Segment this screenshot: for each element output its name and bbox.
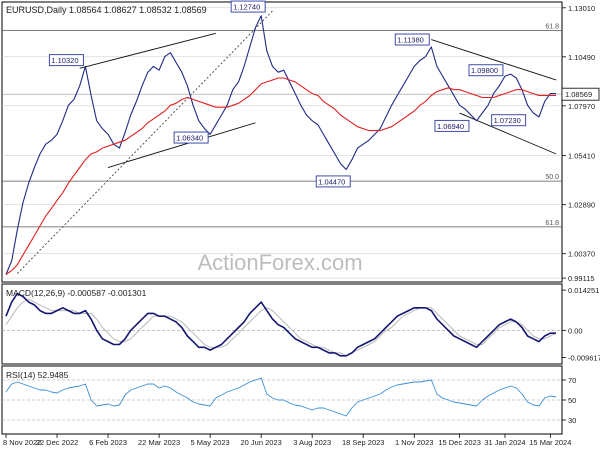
price-callout-label: 1.07230 <box>494 116 521 125</box>
price-callout-box <box>230 0 266 13</box>
price-panel-frame <box>1 1 563 283</box>
price-series-line <box>5 15 556 275</box>
mark-layer: 1.13010 1.10490 1.07970 1.05410 1.02890 1.003… <box>2 0 600 447</box>
price-callout-label: 1.10320 <box>51 56 78 65</box>
current-price-box <box>561 87 600 101</box>
x-axis-tick-label: 20 Jun 2023 <box>241 438 282 447</box>
macd-y-tick-label: 0.014251 <box>568 286 599 295</box>
macd-panel-frame <box>1 283 563 365</box>
fib-level-label: 61.8 <box>545 220 559 227</box>
price-callout-label: 1.11380 <box>397 36 424 45</box>
x-axis-tick-label: 5 May 2023 <box>191 438 230 447</box>
rsi-y-tick-label: 50 <box>568 396 576 405</box>
current-price-label: 1.08569 <box>565 90 592 99</box>
price-callout-label: 1.06340 <box>176 134 203 143</box>
rsi-header: RSI(14) 52.9485 <box>6 370 69 380</box>
symbol-header: EURUSD,Daily 1.08564 1.08627 1.08532 1.0… <box>6 5 207 15</box>
price-callout-box <box>48 54 84 67</box>
watermark: ActionForex.com <box>197 250 362 275</box>
price-y-tick-label: 1.13010 <box>568 4 595 13</box>
price-y-tick-label: 1.10490 <box>568 53 595 62</box>
grid-layer <box>2 7 566 438</box>
macd-signal-line <box>5 298 557 357</box>
price-y-tick-label: 1.07970 <box>568 102 595 111</box>
trendline-upper-channel-2024 <box>431 39 557 81</box>
price-callout-label: 1.06940 <box>437 122 464 131</box>
x-axis-tick-label: 15 Mar 2024 <box>529 438 571 447</box>
price-callout-box <box>315 175 351 188</box>
fib-level-label: 50.0 <box>545 174 559 181</box>
trendline-lower-channel-2023 <box>107 122 256 168</box>
trendline-upper-channel-2023 <box>79 32 216 69</box>
x-axis-tick-label: 18 Sep 2023 <box>342 438 385 447</box>
price-y-tick-label: 1.05410 <box>568 152 595 161</box>
x-axis-tick-label: 15 Dec 2023 <box>438 438 481 447</box>
rsi-y-tick-label: 70 <box>568 376 576 385</box>
x-axis-tick-label: 6 Feb 2023 <box>89 438 127 447</box>
price-callout-box <box>434 119 470 132</box>
price-y-tick-label: 1.00370 <box>568 250 595 259</box>
price-callout-box <box>173 131 209 144</box>
price-y-tick-label: 1.02890 <box>568 201 595 210</box>
x-axis-tick-label: 22 Mar 2023 <box>138 438 180 447</box>
rsi-series-line <box>5 377 557 417</box>
x-axis-tick-label: 22 Dec 2022 <box>36 438 79 447</box>
x-axis-tick-label: 31 Jan 2024 <box>484 438 525 447</box>
x-axis-tick-label: 3 Aug 2023 <box>293 438 331 447</box>
x-axis-tick-label: 8 Nov 2022 <box>3 438 41 447</box>
x-axis-tick-label: 1 Nov 2023 <box>395 438 433 447</box>
price-y-tick-label: 0.99115 <box>568 274 595 283</box>
macd-header: MACD(12,26,9) -0.000587 -0.001301 <box>6 288 147 298</box>
trendline-rising-support-dotted <box>17 10 273 274</box>
macd-y-tick-label: 0.00 <box>568 326 583 335</box>
price-callout-box <box>468 64 504 77</box>
ema-series-line <box>5 77 556 275</box>
price-callout-box <box>394 33 430 46</box>
price-callout-label: 1.12740 <box>233 3 260 12</box>
price-callout-label: 1.09800 <box>471 66 498 75</box>
rsi-y-tick-label: 30 <box>568 416 576 425</box>
price-callout-box <box>491 114 527 127</box>
macd-main-line <box>5 292 556 357</box>
macd-y-tick-label: -0.009617 <box>568 354 600 363</box>
fib-level-label: 61.8 <box>545 23 559 30</box>
price-callout-label: 1.04470 <box>318 177 345 186</box>
